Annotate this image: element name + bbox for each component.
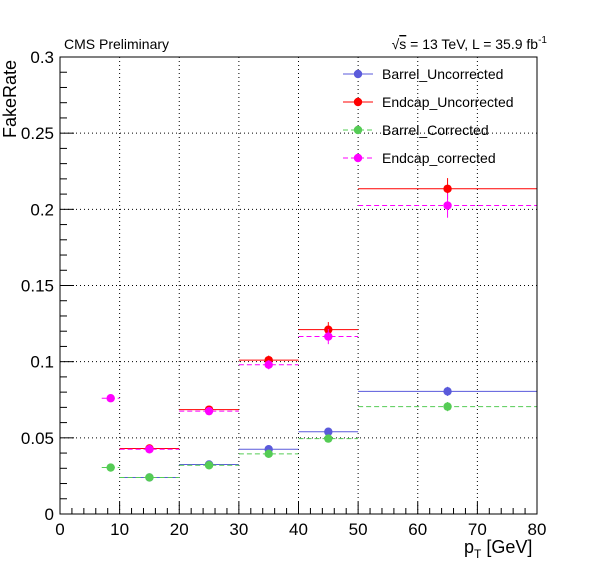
legend-label: Endcap_corrected — [382, 150, 496, 166]
x-axis-title-main: p — [464, 537, 474, 557]
y-axis-title: FakeRate — [0, 60, 20, 138]
data-point — [443, 387, 452, 396]
axis-ticks — [59, 56, 538, 515]
x-tick-label: 10 — [110, 520, 129, 539]
tick-labels: 0 10 20 30 40 50 60 70 80 0 0.05 0.1 0.15 0.2 0.25 0.3 — [21, 48, 547, 539]
energy-lumi-label: √s = 13 TeV, L = 35.9 fb-1 — [392, 35, 548, 52]
y-tick-label: 0 — [45, 505, 54, 524]
data-point — [324, 434, 333, 443]
series-barrel-corrected — [101, 402, 537, 482]
data-point — [443, 402, 452, 411]
data-point — [443, 184, 452, 193]
grid-lines — [60, 57, 537, 514]
data-point — [264, 449, 273, 459]
legend-entry: Endcap_Uncorrected — [343, 94, 514, 110]
legend-label: Barrel_Uncorrected — [382, 66, 503, 82]
y-tick-label: 0.2 — [30, 200, 54, 219]
x-axis-title: pT [GeV] — [464, 537, 532, 561]
x-axis-title-unit: [GeV] — [481, 537, 532, 557]
energy-lumi-text: = 13 TeV, L = 35.9 fb — [406, 36, 538, 52]
data-point — [264, 360, 273, 369]
legend-entry: Barrel_Uncorrected — [343, 66, 503, 82]
series-endcap-corrected — [101, 193, 537, 454]
x-tick-label: 70 — [468, 520, 487, 539]
legend-marker — [353, 153, 363, 163]
legend-marker — [353, 69, 363, 79]
x-tick-label: 80 — [528, 520, 547, 539]
legend-marker — [353, 125, 363, 135]
sqrt-s-label: s — [399, 36, 406, 52]
y-tick-label: 0.3 — [30, 48, 54, 67]
legend-label: Endcap_Uncorrected — [382, 94, 514, 110]
x-tick-label: 50 — [349, 520, 368, 539]
y-tick-label: 0.25 — [21, 124, 54, 143]
x-tick-label: 20 — [170, 520, 189, 539]
data-point — [106, 463, 115, 472]
data-series — [101, 178, 537, 482]
data-point — [443, 201, 452, 210]
x-axis-title-subscript: T — [474, 547, 482, 561]
x-tick-label: 40 — [289, 520, 308, 539]
data-point — [204, 461, 214, 470]
data-point — [204, 406, 214, 416]
cms-preliminary-label: CMS Preliminary — [64, 36, 169, 52]
data-point — [145, 445, 154, 454]
legend-marker — [353, 97, 363, 107]
legend-entry: Barrel_Corrected — [343, 122, 489, 138]
lumi-unit-exponent: -1 — [538, 35, 547, 46]
x-tick-label: 30 — [229, 520, 248, 539]
x-tick-label: 60 — [408, 520, 427, 539]
legend: Barrel_Uncorrected Endcap_Uncorrected Barr… — [343, 66, 514, 166]
data-point — [145, 473, 154, 482]
y-tick-label: 0.05 — [21, 429, 54, 448]
data-point — [324, 427, 333, 436]
data-point — [106, 394, 115, 403]
y-tick-label: 0.1 — [30, 353, 54, 372]
data-point — [324, 332, 333, 341]
legend-label: Barrel_Corrected — [382, 122, 489, 138]
x-tick-label: 0 — [55, 520, 64, 539]
sqrt-symbol: √ — [392, 36, 400, 52]
y-tick-label: 0.15 — [21, 277, 54, 296]
legend-entry: Endcap_corrected — [343, 150, 496, 166]
